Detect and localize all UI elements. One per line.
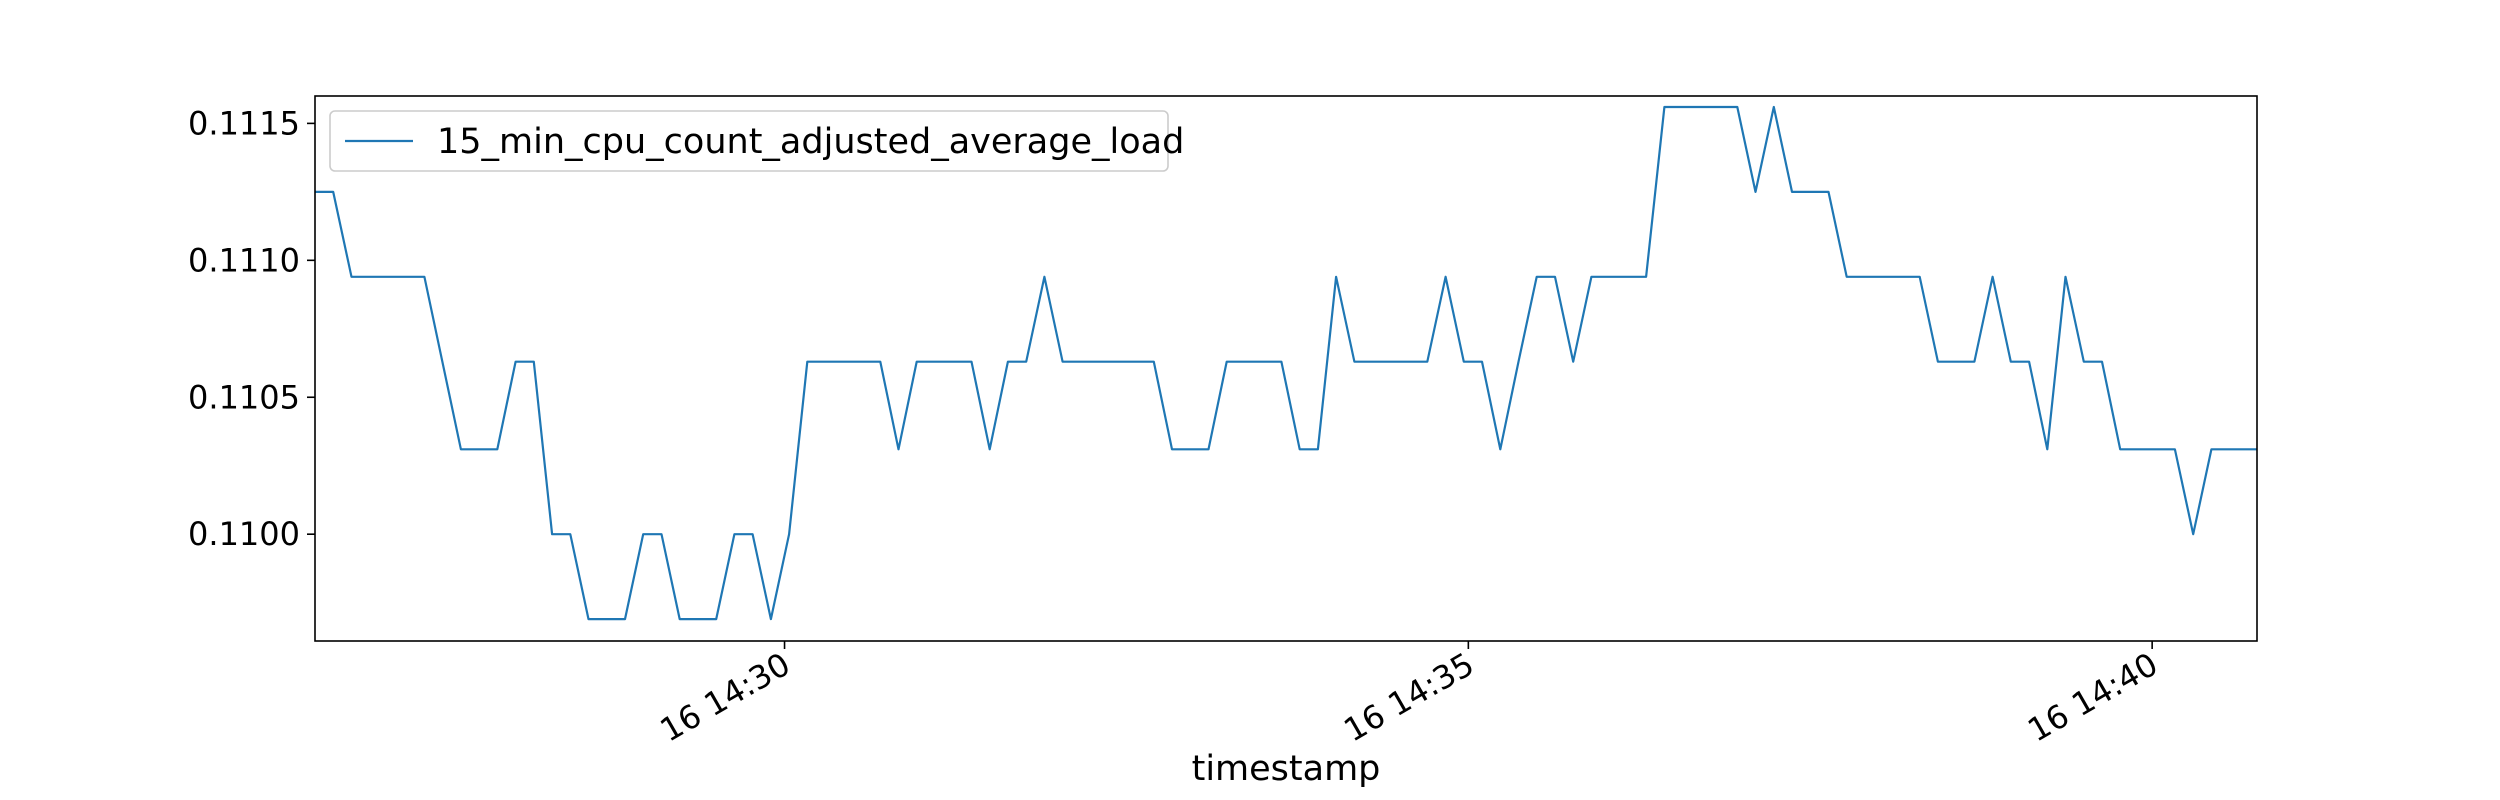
y-tick-label: 0.1115 <box>188 104 300 142</box>
x-tick-label: 16 14:40 <box>2021 645 2164 749</box>
y-tick-label: 0.1100 <box>188 515 300 553</box>
plot-area <box>315 105 2257 621</box>
y-tick-label: 0.1105 <box>188 378 300 416</box>
legend: 15_min_cpu_count_adjusted_average_load <box>329 110 1184 172</box>
plot-frame <box>314 95 2258 642</box>
x-tick-label: 16 14:35 <box>1337 645 1480 749</box>
series-line-0 <box>315 105 2257 621</box>
legend-box <box>329 110 1169 172</box>
x-axis: 16 14:30 16 14:35 16 14:40 <box>654 641 2164 749</box>
x-axis-title: timestamp <box>1192 749 1381 789</box>
y-axis: 0.1100 0.1105 0.1110 0.1115 <box>188 104 315 553</box>
x-tick-label: 16 14:30 <box>654 645 797 749</box>
y-tick-label: 0.1110 <box>188 241 300 279</box>
legend-label: 15_min_cpu_count_adjusted_average_load <box>437 122 1184 162</box>
